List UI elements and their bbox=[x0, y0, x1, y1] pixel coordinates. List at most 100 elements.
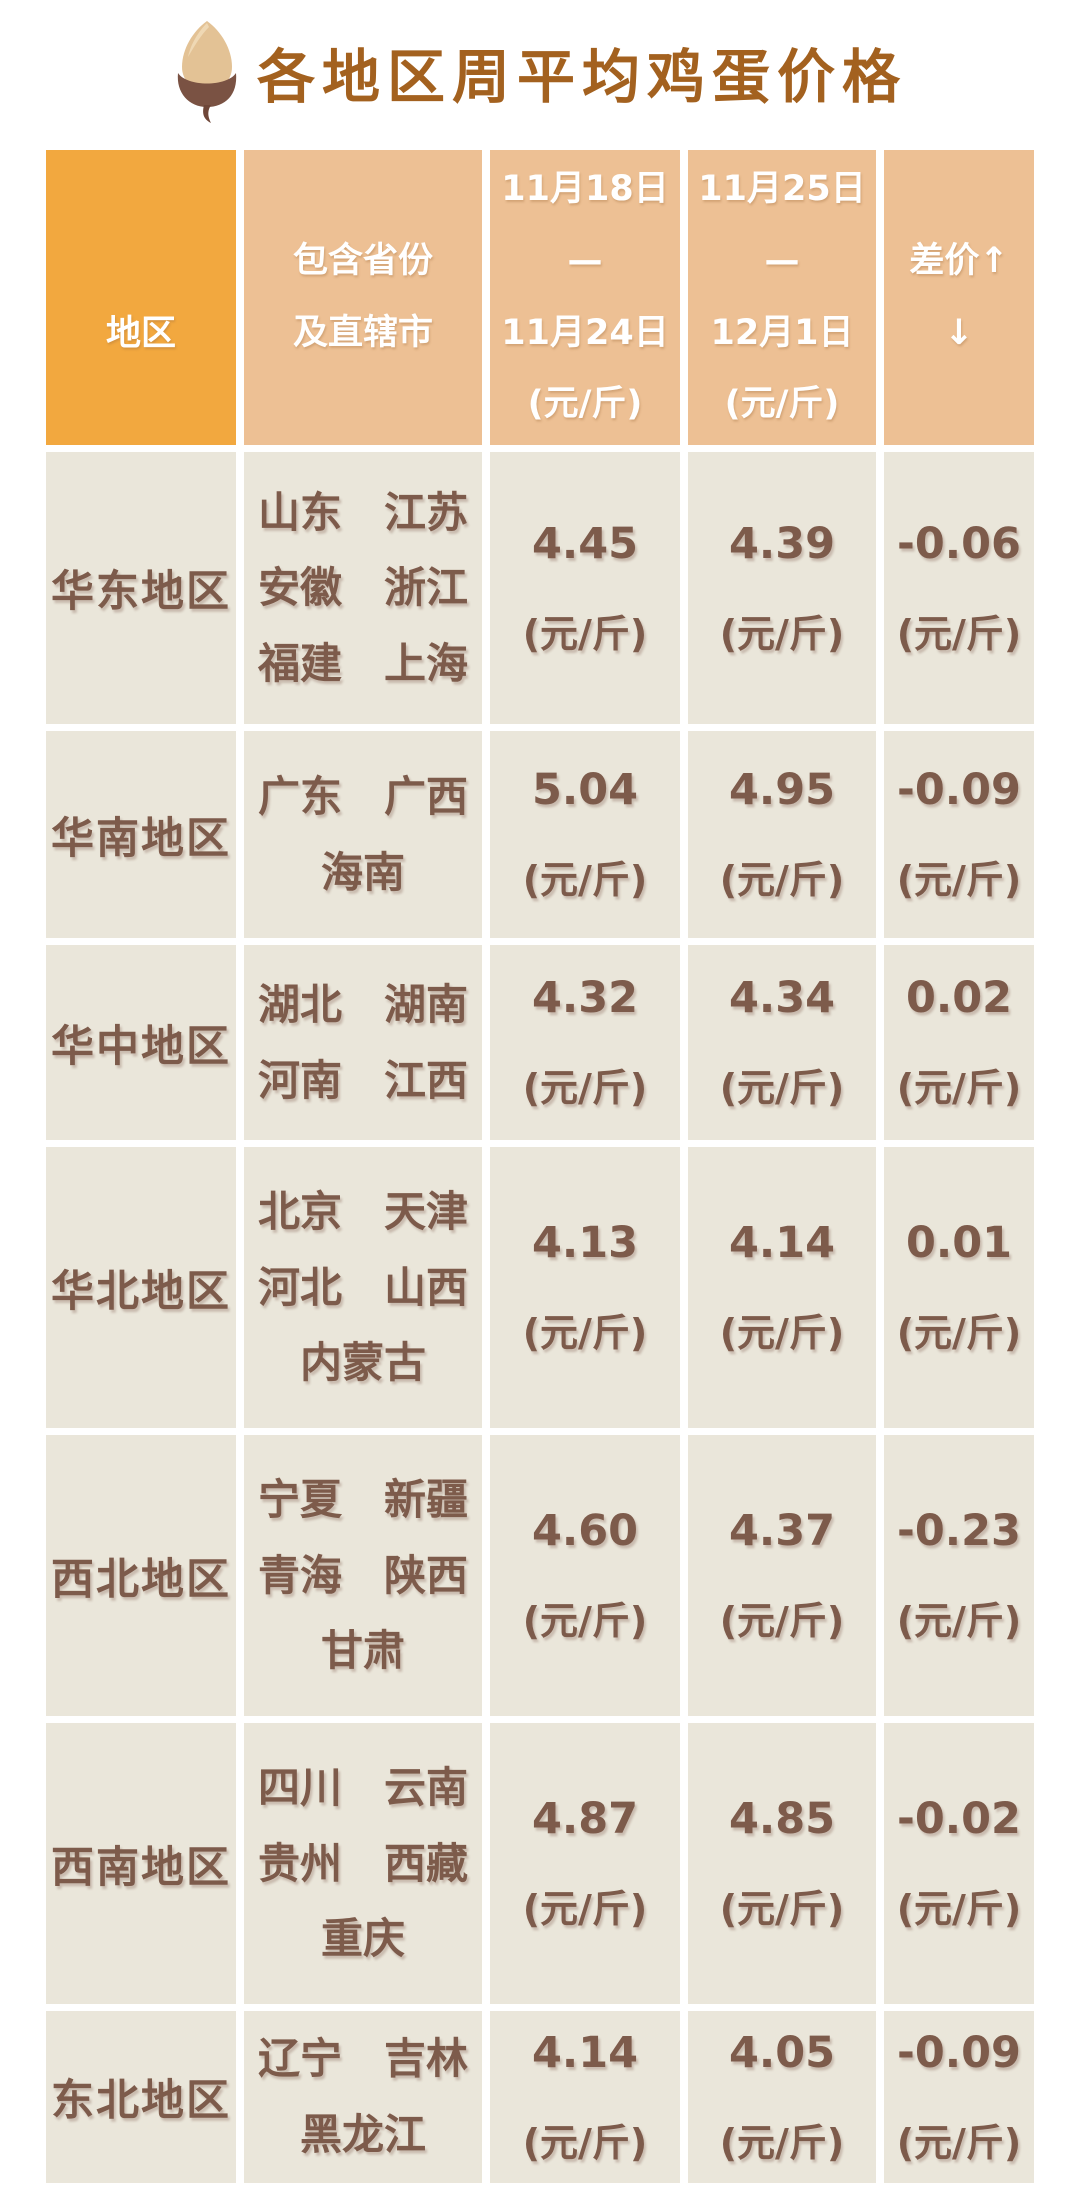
week2-price-cell: 4.05 (元/斤) bbox=[688, 2011, 876, 2183]
week2-price-cell: 4.34 (元/斤) bbox=[688, 945, 876, 1140]
header-diff-arrow: ↓ bbox=[944, 312, 974, 353]
header-week2-unit: (元/斤) bbox=[724, 384, 840, 425]
region-cell: 华北地区 bbox=[46, 1147, 236, 1428]
price-value: 4.85 bbox=[728, 1794, 836, 1844]
header-cell-provinces: 包含省份 及直辖市 bbox=[244, 150, 482, 445]
price-value: 4.05 bbox=[728, 2027, 836, 2078]
region-cell: 西北地区 bbox=[46, 1435, 236, 1716]
province-line: 河南 江西 bbox=[257, 1055, 468, 1105]
price-unit: (元/斤) bbox=[896, 1887, 1022, 1931]
province-line: 四川 云南 bbox=[257, 1763, 468, 1813]
diff-value: 0.01 bbox=[905, 1218, 1013, 1268]
table-row: 华北地区 北京 天津 河北 山西 内蒙古 4.13 (元/斤) 4.14 (元/… bbox=[46, 1147, 1034, 1428]
table-row: 华南地区 广东 广西 海南 5.04 (元/斤) 4.95 (元/斤) -0.0… bbox=[46, 731, 1034, 938]
province-line: 甘肃 bbox=[320, 1626, 405, 1676]
header-week2-line: 12月1日 bbox=[710, 312, 854, 353]
diff-cell: -0.06 (元/斤) bbox=[884, 452, 1034, 724]
province-line: 黑龙江 bbox=[299, 2110, 426, 2159]
table-row: 西北地区 宁夏 新疆 青海 陕西 甘肃 4.60 (元/斤) 4.37 (元/斤… bbox=[46, 1435, 1034, 1716]
week1-price-cell: 4.14 (元/斤) bbox=[490, 2011, 680, 2183]
provinces-cell: 辽宁 吉林 黑龙江 bbox=[244, 2011, 482, 2183]
header-week1-unit: (元/斤) bbox=[527, 384, 643, 425]
price-unit: (元/斤) bbox=[896, 1066, 1022, 1110]
diff-value: -0.09 bbox=[897, 2027, 1021, 2078]
table-row: 华中地区 湖北 湖南 河南 江西 4.32 (元/斤) 4.34 (元/斤) 0… bbox=[46, 945, 1034, 1140]
header-diff-line: 差价↑ bbox=[909, 240, 1009, 281]
diff-value: -0.09 bbox=[897, 765, 1021, 815]
week1-price-cell: 4.13 (元/斤) bbox=[490, 1147, 680, 1428]
table-row: 华东地区 山东 江苏 安徽 浙江 福建 上海 4.45 (元/斤) 4.39 (… bbox=[46, 452, 1034, 724]
price-value: 4.37 bbox=[728, 1506, 836, 1556]
diff-cell: -0.02 (元/斤) bbox=[884, 1723, 1034, 2004]
header-week1-dash: — bbox=[567, 240, 603, 281]
price-value: 4.95 bbox=[728, 765, 836, 815]
province-line: 福建 上海 bbox=[257, 638, 468, 688]
province-line: 辽宁 吉林 bbox=[257, 2034, 468, 2084]
province-line: 广东 广西 bbox=[257, 771, 468, 821]
province-line: 青海 陕西 bbox=[257, 1550, 468, 1600]
week2-price-cell: 4.95 (元/斤) bbox=[688, 731, 876, 938]
provinces-cell: 宁夏 新疆 青海 陕西 甘肃 bbox=[244, 1435, 482, 1716]
province-line: 贵州 西藏 bbox=[257, 1838, 468, 1888]
price-value: 4.32 bbox=[531, 973, 639, 1023]
page-title-bar: 各地区周平均鸡蛋价格 bbox=[0, 0, 1080, 143]
header-week1-line: 11月24日 bbox=[501, 312, 669, 353]
price-unit: (元/斤) bbox=[719, 1887, 845, 1931]
acorn-icon bbox=[177, 20, 237, 123]
price-value: 4.34 bbox=[728, 973, 836, 1023]
header-cell-region: 地区 bbox=[46, 150, 236, 445]
provinces-cell: 湖北 湖南 河南 江西 bbox=[244, 945, 482, 1140]
province-line: 海南 bbox=[320, 847, 405, 897]
price-value: 4.14 bbox=[531, 2027, 639, 2078]
region-cell: 华东地区 bbox=[46, 452, 236, 724]
price-value: 4.14 bbox=[728, 1218, 836, 1268]
header-cell-week2: 11月25日 — 12月1日 (元/斤) bbox=[688, 150, 876, 445]
diff-cell: 0.02 (元/斤) bbox=[884, 945, 1034, 1140]
diff-cell: -0.23 (元/斤) bbox=[884, 1435, 1034, 1716]
page-title: 各地区周平均鸡蛋价格 bbox=[256, 42, 907, 111]
price-unit: (元/斤) bbox=[896, 858, 1022, 902]
price-value: 5.04 bbox=[531, 765, 639, 815]
price-unit: (元/斤) bbox=[896, 1311, 1022, 1355]
week1-price-cell: 4.32 (元/斤) bbox=[490, 945, 680, 1140]
province-line: 重庆 bbox=[320, 1914, 405, 1964]
price-unit: (元/斤) bbox=[719, 1311, 845, 1355]
price-unit: (元/斤) bbox=[522, 1311, 648, 1355]
province-line: 河北 山西 bbox=[257, 1262, 468, 1312]
price-unit: (元/斤) bbox=[896, 2120, 1022, 2165]
price-value: 4.45 bbox=[531, 518, 639, 569]
header-week2-dash: — bbox=[764, 240, 800, 281]
header-provinces-line: 及直辖市 bbox=[292, 312, 433, 353]
table-row: 东北地区 辽宁 吉林 黑龙江 4.14 (元/斤) 4.05 (元/斤) -0.… bbox=[46, 2011, 1034, 2183]
diff-cell: 0.01 (元/斤) bbox=[884, 1147, 1034, 1428]
price-unit: (元/斤) bbox=[896, 611, 1022, 656]
provinces-cell: 北京 天津 河北 山西 内蒙古 bbox=[244, 1147, 482, 1428]
price-unit: (元/斤) bbox=[522, 1599, 648, 1643]
province-line: 山东 江苏 bbox=[257, 487, 468, 537]
header-week1-line: 11月18日 bbox=[501, 169, 669, 209]
week2-price-cell: 4.14 (元/斤) bbox=[688, 1147, 876, 1428]
diff-cell: -0.09 (元/斤) bbox=[884, 2011, 1034, 2183]
province-line: 内蒙古 bbox=[299, 1338, 426, 1388]
header-week2-line: 11月25日 bbox=[698, 169, 866, 209]
price-value: 4.13 bbox=[531, 1218, 639, 1268]
diff-value: -0.23 bbox=[897, 1506, 1021, 1556]
province-line: 安徽 浙江 bbox=[257, 563, 468, 613]
price-unit: (元/斤) bbox=[719, 611, 845, 656]
price-value: 4.60 bbox=[531, 1506, 639, 1556]
week1-price-cell: 4.87 (元/斤) bbox=[490, 1723, 680, 2004]
week1-price-cell: 4.60 (元/斤) bbox=[490, 1435, 680, 1716]
header-cell-diff: 差价↑ ↓ bbox=[884, 150, 1034, 445]
egg-price-table: 地区 包含省份 及直辖市 11月18日 — 11月24日 (元/斤) 11月25… bbox=[38, 143, 1042, 2190]
region-cell: 华南地区 bbox=[46, 731, 236, 938]
price-unit: (元/斤) bbox=[719, 858, 845, 902]
province-line: 宁夏 新疆 bbox=[257, 1475, 468, 1525]
week2-price-cell: 4.85 (元/斤) bbox=[688, 1723, 876, 2004]
price-unit: (元/斤) bbox=[522, 611, 648, 656]
header-cell-week1: 11月18日 — 11月24日 (元/斤) bbox=[490, 150, 680, 445]
week2-price-cell: 4.37 (元/斤) bbox=[688, 1435, 876, 1716]
week1-price-cell: 5.04 (元/斤) bbox=[490, 731, 680, 938]
provinces-cell: 山东 江苏 安徽 浙江 福建 上海 bbox=[244, 452, 482, 724]
diff-cell: -0.09 (元/斤) bbox=[884, 731, 1034, 938]
price-unit: (元/斤) bbox=[522, 2120, 648, 2165]
